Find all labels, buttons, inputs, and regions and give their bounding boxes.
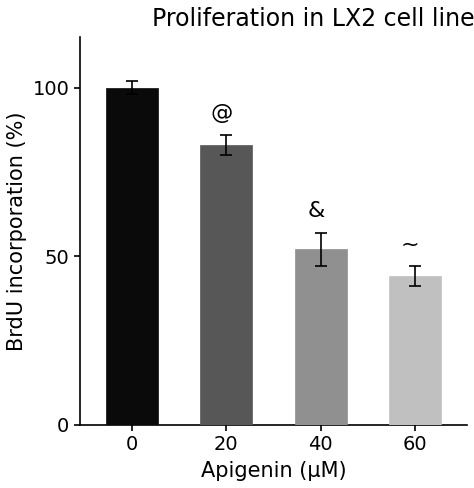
- Text: &: &: [307, 201, 325, 221]
- Bar: [106, 88, 158, 425]
- Text: ~: ~: [401, 234, 419, 254]
- Text: @: @: [210, 103, 233, 123]
- X-axis label: Apigenin (μM): Apigenin (μM): [201, 461, 346, 481]
- Text: Proliferation in LX2 cell line: Proliferation in LX2 cell line: [152, 7, 474, 31]
- Bar: [295, 249, 346, 425]
- Y-axis label: BrdU incorporation (%): BrdU incorporation (%): [7, 111, 27, 350]
- Bar: [389, 276, 441, 425]
- Bar: [200, 145, 252, 425]
